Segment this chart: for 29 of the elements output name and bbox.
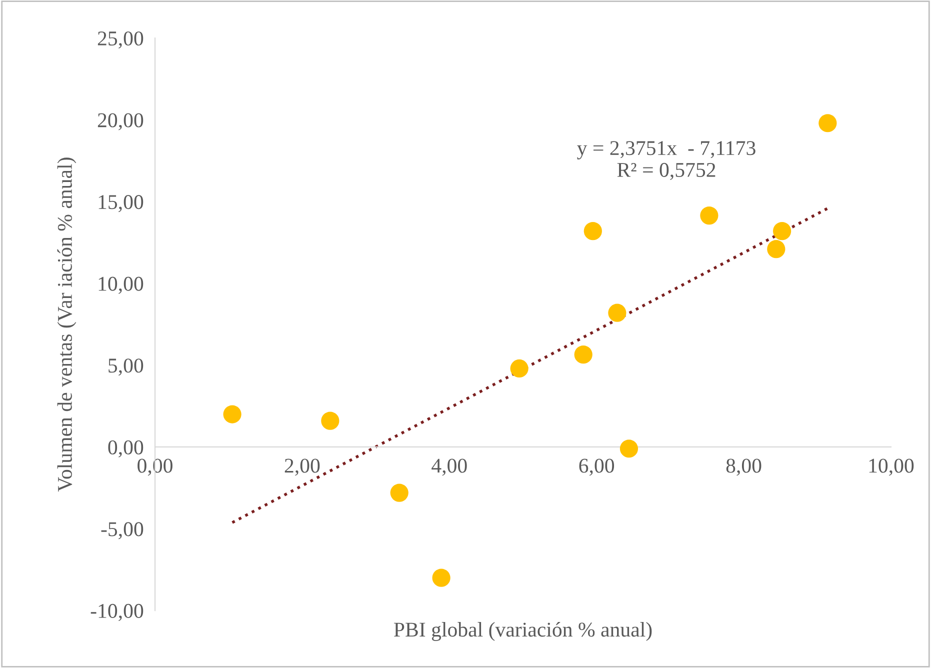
point: [767, 240, 786, 258]
point: [772, 222, 792, 240]
annotation: y = 2,3751x - 7,1173 R² = 0,5752: [577, 141, 756, 180]
y-tick-label: 25,00: [98, 31, 144, 49]
point: [223, 405, 242, 424]
point: [700, 206, 718, 225]
y-tick-label: 15,00: [98, 195, 144, 212]
y-tick-label: -5,00: [101, 522, 144, 540]
y-tick-label: 5,00: [108, 358, 144, 376]
x-tick-label: 2,00: [284, 458, 320, 476]
y-tick-label: 20,00: [98, 113, 144, 130]
x-axis-title: PBI global (variación % anual): [394, 622, 652, 641]
point: [390, 484, 408, 502]
y-tick-label: 10,00: [98, 276, 144, 294]
x-tick-label: 8,00: [726, 458, 762, 476]
point: [620, 440, 638, 458]
point: [574, 346, 592, 364]
point: [818, 114, 837, 132]
point: [510, 359, 528, 378]
point: [432, 568, 450, 587]
y-tick-label: -10,00: [90, 604, 144, 621]
x-tick-label: 10,00: [869, 458, 914, 476]
point: [321, 412, 340, 430]
x-tick-label: 6,00: [579, 458, 614, 476]
y-tick-label: 0,00: [108, 440, 144, 458]
point: [584, 222, 602, 240]
y-axis-title: Volumen de ventas (Var iación % anual): [57, 158, 76, 492]
point: [608, 304, 626, 322]
x-tick-label: 4,00: [432, 458, 467, 476]
